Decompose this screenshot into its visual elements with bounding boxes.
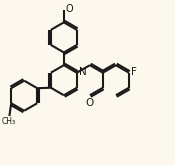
Text: N: N	[79, 67, 87, 77]
Text: O: O	[86, 99, 94, 108]
Text: CH₃: CH₃	[1, 117, 16, 126]
Text: O: O	[66, 4, 73, 14]
Text: F: F	[131, 67, 137, 77]
